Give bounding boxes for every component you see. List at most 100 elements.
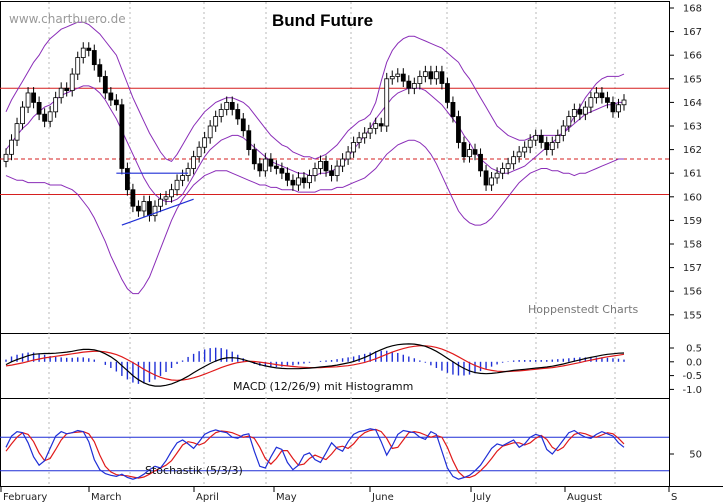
candle-up: [58, 87, 64, 99]
candle-up: [362, 132, 368, 139]
candle-down: [428, 71, 434, 80]
candle-down: [273, 165, 279, 169]
candle-up: [594, 92, 599, 99]
candle-up: [566, 116, 572, 127]
candle-up: [47, 111, 53, 122]
candle-up: [340, 158, 345, 167]
candle-down: [31, 92, 36, 103]
candle-down: [450, 102, 456, 117]
candle-up: [527, 139, 533, 148]
candle-down: [91, 50, 97, 66]
y-tick-label: 167: [683, 27, 702, 38]
candle-up: [296, 177, 301, 186]
candle-down: [257, 163, 263, 172]
candle-down: [456, 116, 461, 143]
y-tick-label: 165: [683, 74, 702, 85]
stochastic-panel: [0, 428, 669, 480]
candle-up: [494, 172, 500, 179]
candle-down: [544, 142, 550, 151]
candle-up: [224, 102, 230, 110]
candle-down: [610, 102, 616, 113]
candle-down: [439, 71, 445, 84]
candle-up: [511, 156, 517, 165]
candle-down: [36, 102, 42, 115]
candle-up: [500, 168, 506, 174]
candle-up: [14, 123, 20, 141]
candle-up: [141, 201, 147, 212]
candle-up: [307, 175, 312, 184]
chart-title: Bund Future: [272, 11, 373, 30]
candle-up: [318, 160, 323, 169]
candle-up: [213, 116, 219, 127]
candle-down: [42, 113, 48, 122]
candle-up: [262, 158, 268, 172]
candle-up: [75, 57, 81, 75]
candle-down: [235, 109, 241, 120]
candle-down: [119, 104, 125, 169]
candle-up: [571, 109, 577, 117]
candle-down: [378, 123, 384, 127]
macd-panel: [5, 343, 625, 387]
stochastic-label: Stochastik (5/3/3): [145, 464, 243, 477]
candle-up: [560, 125, 566, 136]
candle-up: [345, 151, 351, 160]
candle-up: [20, 106, 25, 125]
candle-up: [152, 205, 158, 217]
candle-up: [169, 189, 174, 198]
trend-annotations: [116, 172, 194, 226]
credit-label: Hoppenstedt Charts: [528, 303, 639, 316]
candle-up: [516, 151, 522, 158]
candle-down: [538, 135, 544, 143]
y-tick-label: 50: [689, 450, 702, 461]
candle-down: [599, 92, 605, 99]
candle-down: [246, 130, 252, 151]
candle-up: [389, 76, 395, 80]
candle-down: [329, 170, 334, 176]
candle-up: [9, 139, 14, 155]
candle-down: [108, 92, 114, 101]
y-tick-label: 161: [683, 169, 702, 180]
x-tick-label: May: [276, 492, 297, 503]
x-tick-label: July: [472, 492, 491, 503]
candle-down: [124, 168, 130, 191]
stochastic-k-line: [5, 428, 625, 480]
candle-down: [136, 205, 141, 212]
candle-up: [158, 198, 163, 207]
candle-up: [505, 163, 511, 169]
candle-down: [577, 109, 583, 115]
candle-up: [351, 142, 357, 153]
y-tick-label: -1.0: [682, 385, 702, 396]
candle-up: [417, 76, 423, 84]
candle-up: [191, 156, 197, 169]
candlesticks: [3, 42, 627, 222]
x-tick-label: March: [91, 492, 121, 503]
candle-down: [97, 64, 103, 77]
macd-label: MACD (12/26/9) mit Histogramm: [233, 380, 413, 393]
x-tick-label: August: [567, 492, 602, 503]
candle-up: [80, 47, 86, 58]
candle-up: [356, 137, 362, 143]
candle-down: [301, 177, 307, 184]
candle-up: [533, 135, 539, 141]
y-tick-label: 160: [683, 192, 702, 203]
macd-line: [5, 343, 625, 387]
candle-up: [422, 71, 428, 77]
candle-up: [3, 153, 9, 162]
candle-down: [130, 189, 136, 207]
candle-up: [616, 104, 621, 113]
y-tick-label: 0.0: [686, 357, 702, 368]
candle-up: [582, 106, 588, 115]
candle-up: [522, 146, 528, 153]
candle-up: [25, 92, 31, 108]
y-tick-label: 156: [683, 287, 702, 298]
candle-up: [395, 73, 401, 77]
candle-down: [605, 97, 610, 103]
x-tick-label: S: [671, 492, 677, 503]
x-tick-label: February: [3, 492, 47, 503]
y-tick-label: 159: [683, 216, 702, 227]
candle-down: [279, 168, 285, 174]
candle-up: [334, 165, 340, 176]
candle-up: [202, 137, 208, 148]
